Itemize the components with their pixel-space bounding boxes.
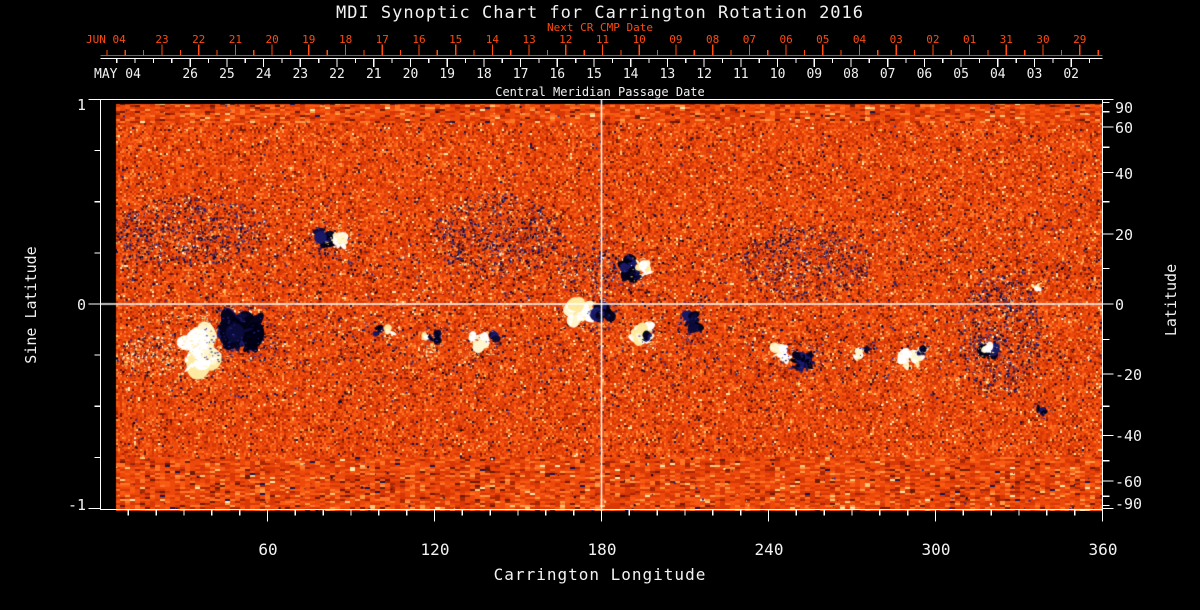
longitude-tick-label: 360	[1088, 540, 1118, 559]
red-day-label: 29	[1073, 33, 1087, 46]
latitude-tick-label: 40	[1115, 165, 1134, 183]
red-day-label: 15	[449, 33, 463, 46]
white-day-label: 26	[182, 67, 199, 82]
longitude-tick-label: 120	[420, 540, 450, 559]
white-day-label: 07	[879, 67, 896, 82]
white-day-label: 23	[292, 67, 309, 82]
latitude-tick-label: -90	[1115, 495, 1143, 513]
white-day-label: 12	[696, 67, 712, 82]
sine-latitude-tick-label: 0	[76, 296, 86, 314]
latitude-tick-label: -20	[1115, 366, 1143, 384]
white-day-label: 05	[953, 67, 969, 82]
red-day-label: 16	[412, 33, 426, 46]
magnetogram-map	[100, 99, 1103, 511]
white-day-label: 06	[916, 67, 933, 82]
white-day-label: 25	[219, 67, 235, 82]
red-day-label: 02	[926, 33, 940, 46]
white-day-label: 16	[549, 67, 566, 82]
sine-latitude-tick-label: -1	[67, 496, 86, 514]
red-day-label: 14	[485, 33, 500, 46]
red-month-label: JUN 04	[86, 33, 126, 46]
cmp-date-axis-title: Central Meridian Passage Date	[495, 85, 705, 99]
white-day-label: 04	[989, 67, 1006, 82]
red-day-label: 07	[742, 33, 757, 46]
red-day-label: 17	[375, 33, 389, 46]
red-day-label: 18	[338, 33, 353, 46]
red-day-label: 05	[816, 33, 830, 46]
latitude-tick-label: -40	[1115, 427, 1143, 445]
longitude-tick-label: 300	[921, 540, 951, 559]
red-day-label: 20	[265, 33, 279, 46]
carrington-longitude-axis-title: Carrington Longitude	[493, 565, 707, 584]
latitude-tick-label: 60	[1115, 119, 1134, 137]
chart-title: MDI Synoptic Chart for Carrington Rotati…	[335, 3, 865, 23]
red-day-label: 31	[999, 33, 1013, 46]
latitude-tick-label: 0	[1115, 296, 1125, 314]
longitude-tick-label: 60	[258, 540, 278, 559]
sine-latitude-axis-title: Sine Latitude	[22, 246, 40, 364]
white-day-label: 14	[622, 67, 639, 82]
red-day-label: 19	[302, 33, 316, 46]
white-day-label: 03	[1026, 67, 1043, 82]
red-day-label: 22	[192, 33, 206, 46]
white-month-label: MAY 04	[94, 67, 141, 82]
red-day-label: 01	[962, 33, 977, 46]
red-day-label: 08	[705, 33, 720, 46]
white-day-label: 19	[439, 67, 456, 82]
longitude-tick-label: 240	[754, 540, 784, 559]
white-day-label: 20	[402, 67, 419, 82]
white-day-label: 24	[255, 67, 272, 82]
white-day-label: 11	[732, 67, 749, 82]
white-day-label: 02	[1063, 67, 1080, 82]
latitude-axis-title: Latitude	[1162, 263, 1180, 337]
red-day-label: 09	[669, 33, 683, 46]
white-day-label: 08	[843, 67, 859, 82]
red-day-label: 21	[228, 33, 243, 46]
red-day-label: 10	[632, 33, 646, 46]
white-day-label: 15	[586, 67, 602, 82]
red-day-label: 13	[522, 33, 536, 46]
white-day-label: 13	[659, 67, 676, 82]
red-day-label: 30	[1036, 33, 1050, 46]
longitude-tick-label: 180	[587, 540, 617, 559]
sine-latitude-tick-label: 1	[76, 96, 86, 114]
red-day-label: 03	[889, 33, 903, 46]
red-day-label: 04	[852, 33, 867, 46]
red-day-label: 12	[559, 33, 573, 46]
red-day-label: 23	[155, 33, 169, 46]
red-day-label: 11	[595, 33, 610, 46]
white-day-label: 09	[806, 67, 823, 82]
latitude-tick-label: 20	[1115, 226, 1134, 244]
next-cr-cmp-date-label: Next CR CMP Date	[547, 21, 653, 34]
white-day-label: 10	[769, 67, 786, 82]
white-day-label: 21	[365, 67, 382, 82]
white-day-label: 18	[476, 67, 492, 82]
white-day-label: 17	[512, 67, 529, 82]
latitude-tick-label: -60	[1115, 473, 1143, 491]
white-day-label: 22	[329, 67, 345, 82]
latitude-tick-label: 90	[1115, 99, 1134, 117]
red-day-label: 06	[779, 33, 793, 46]
